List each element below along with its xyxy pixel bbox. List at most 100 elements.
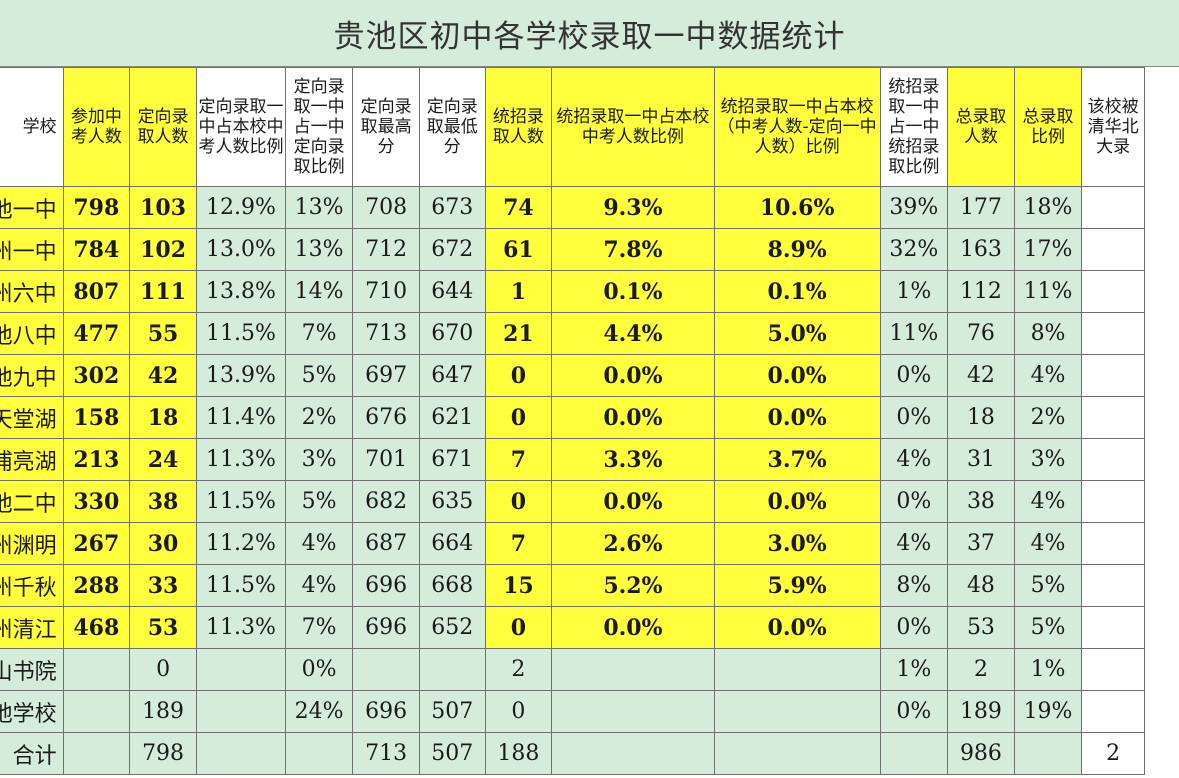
column-header: 统招录取一中占本校（中考人数-定向一中人数）比例: [713, 67, 881, 187]
table-cell: 4%: [284, 522, 354, 565]
table-cell: 2: [947, 648, 1015, 691]
school-name-cell: 秀山书院: [0, 648, 64, 691]
table-cell: 784: [62, 228, 130, 271]
table-cell: 48: [947, 564, 1015, 607]
school-name-cell: 池州六中: [0, 270, 64, 313]
table-cell: 19%: [1013, 690, 1083, 733]
table-cell: [62, 648, 130, 691]
table-cell: 3%: [1013, 438, 1083, 481]
table-cell: 103: [128, 186, 198, 229]
table-cell: 13.9%: [196, 354, 286, 397]
column-header: 总录取人数: [947, 67, 1015, 187]
table-cell: 74: [484, 186, 553, 229]
table-cell: 670: [418, 312, 486, 355]
table-cell: 267: [62, 522, 130, 565]
table-cell: [284, 732, 354, 775]
table-cell: [1081, 438, 1145, 481]
table-cell: 0.0%: [551, 480, 715, 523]
table-cell: 17%: [1013, 228, 1083, 271]
table-cell: 0: [128, 648, 198, 691]
table-row: 秀山书院00%21%21%: [0, 648, 1145, 691]
table-cell: 18: [947, 396, 1015, 439]
table-cell: [352, 648, 420, 691]
table-cell: 12.9%: [196, 186, 286, 229]
table-cell: 468: [62, 606, 130, 649]
table-cell: 1%: [879, 648, 949, 691]
table-cell: 24%: [284, 690, 354, 733]
table-cell: [713, 732, 881, 775]
table-title-text: 贵池区初中各学校录取一中数据统计: [333, 18, 846, 55]
table-cell: 158: [62, 396, 130, 439]
table-cell: 807: [62, 270, 130, 313]
table-cell: 330: [62, 480, 130, 523]
table-cell: 163: [947, 228, 1015, 271]
table-cell: 3.7%: [713, 438, 881, 481]
table-cell: [1081, 606, 1145, 649]
table-cell: 11%: [879, 312, 949, 355]
table-cell: 2%: [284, 396, 354, 439]
table-cell: [551, 648, 715, 691]
table-cell: 7%: [284, 312, 354, 355]
table-cell: [551, 690, 715, 733]
table-cell: 5%: [1013, 564, 1083, 607]
table-cell: 0: [484, 606, 553, 649]
table-cell: 647: [418, 354, 486, 397]
table-cell: 0.0%: [551, 606, 715, 649]
table-title: 贵池区初中各学校录取一中数据统计: [0, 0, 1179, 67]
column-header: 总录取比例: [1013, 67, 1083, 187]
admission-stats-table: 学校 参加中考人数 定向录取人数 定向录取一中占本校中考人数比例 定向录取一中占一中定向…: [0, 67, 1145, 775]
table-cell: 3.0%: [713, 522, 881, 565]
school-name-cell: 合计: [0, 732, 64, 775]
table-cell: 696: [352, 690, 420, 733]
table-cell: 76: [947, 312, 1015, 355]
table-cell: 5.2%: [551, 564, 715, 607]
table-cell: 111: [128, 270, 198, 313]
school-name-cell: 秋浦亮湖: [0, 438, 64, 481]
table-cell: 42: [128, 354, 198, 397]
table-cell: 652: [418, 606, 486, 649]
table-cell: [879, 732, 949, 775]
table-row: 池州六中80711113.8%14%71064410.1%0.1%1%11211…: [0, 270, 1145, 313]
column-header: 定向录取一中占本校中考人数比例: [196, 67, 286, 187]
table-cell: 0.0%: [713, 354, 881, 397]
table-cell: 18: [128, 396, 198, 439]
table-cell: 0.0%: [713, 396, 881, 439]
table-cell: 0.0%: [551, 396, 715, 439]
table-cell: 507: [418, 732, 486, 775]
table-cell: 5.0%: [713, 312, 881, 355]
table-cell: [1081, 564, 1145, 607]
table-cell: 4%: [879, 522, 949, 565]
table-cell: 477: [62, 312, 130, 355]
table-cell: 2: [1081, 732, 1145, 775]
table-cell: [1081, 312, 1145, 355]
table-cell: 0: [484, 690, 553, 733]
table-cell: 713: [352, 732, 420, 775]
table-cell: 30: [128, 522, 198, 565]
table-cell: 3%: [284, 438, 354, 481]
table-cell: 0: [484, 354, 553, 397]
table-cell: [196, 690, 286, 733]
table-cell: 0%: [284, 648, 354, 691]
table-cell: 38: [128, 480, 198, 523]
table-cell: 0.0%: [713, 606, 881, 649]
table-cell: [1081, 228, 1145, 271]
table-cell: 102: [128, 228, 198, 271]
school-name-cell: 贵池九中: [0, 354, 64, 397]
table-cell: 712: [352, 228, 420, 271]
table-cell: 0: [484, 480, 553, 523]
table-cell: 11.5%: [196, 312, 286, 355]
table-cell: 189: [947, 690, 1015, 733]
table-cell: 2.6%: [551, 522, 715, 565]
table-cell: 288: [62, 564, 130, 607]
table-cell: 4%: [879, 438, 949, 481]
school-name-cell: 天堂湖: [0, 396, 64, 439]
column-header: 统招录取一中占一中统招录取比例: [879, 67, 949, 187]
school-name-cell: 贵池一中: [0, 186, 64, 229]
table-cell: 8.9%: [713, 228, 881, 271]
table-cell: 713: [352, 312, 420, 355]
